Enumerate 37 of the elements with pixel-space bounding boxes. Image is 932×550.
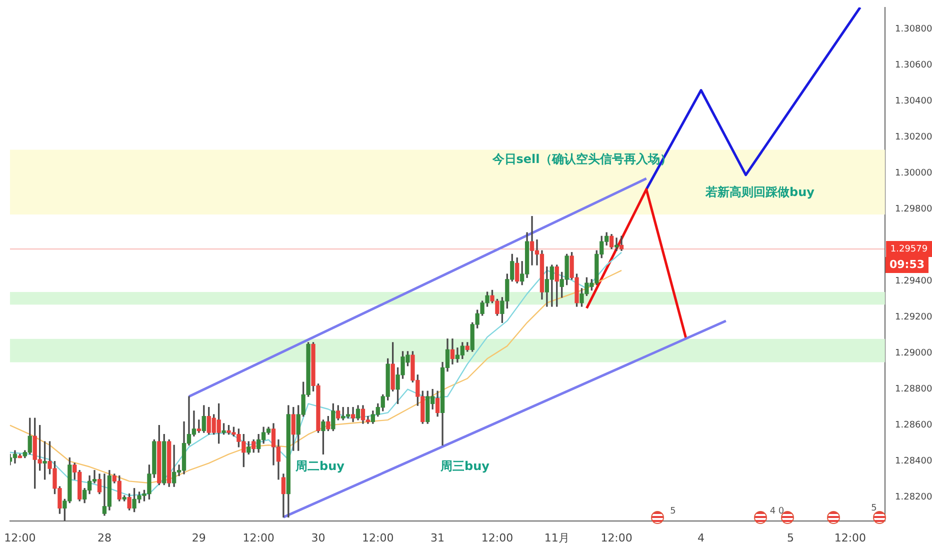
candlestick — [614, 238, 619, 251]
x-tick-label: 12:00 — [242, 531, 274, 544]
y-tick-label: 1.29000 — [895, 348, 932, 359]
x-tick-label: 31 — [430, 531, 445, 544]
y-tick-label: 1.30200 — [895, 132, 932, 142]
x-tick-label: 12:00 — [481, 531, 514, 544]
annotation: 若新高则回踩做buy — [704, 185, 815, 200]
y-tick-label: 1.29800 — [895, 204, 932, 214]
x-tick-label: 12:00 — [600, 531, 632, 544]
y-tick-label: 1.28400 — [895, 456, 932, 467]
y-tick-label: 1.30600 — [895, 60, 932, 70]
annotation: 5 — [670, 506, 676, 516]
ref-line-label: 1.29579 — [890, 244, 928, 254]
y-tick-label: 1.29400 — [895, 276, 932, 287]
x-tick-label: 12:00 — [362, 531, 394, 544]
x-tick-label: 28 — [97, 531, 112, 544]
x-tick-label: 4 — [698, 531, 705, 544]
candlestick — [196, 420, 201, 433]
annotation: 5 — [871, 503, 877, 514]
annotation: 周二buy — [294, 459, 345, 474]
annotation: 今日sell（确认空头信号再入场） — [491, 152, 672, 166]
y-tick-label: 1.28600 — [895, 420, 932, 431]
y-tick-label: 1.28200 — [895, 492, 932, 503]
annotation: 周三buy — [440, 459, 490, 474]
y-tick-label: 1.30400 — [895, 96, 932, 106]
text: 09:53 — [889, 258, 925, 271]
annotation: 4 0 — [770, 506, 784, 516]
y-tick-label: 1.29200 — [895, 312, 932, 323]
y-tick-label: 1.28800 — [895, 384, 932, 395]
x-tick-label: 30 — [311, 531, 326, 544]
x-tick-label: 5 — [787, 531, 794, 544]
x-tick-label: 12:00 — [834, 531, 866, 544]
x-tick-label: 29 — [192, 531, 206, 544]
x-tick-label: 11月 — [544, 531, 570, 544]
y-tick-label: 1.30800 — [895, 24, 932, 34]
y-tick-label: 1.30000 — [895, 168, 932, 178]
x-tick-label: 12:00 — [4, 531, 36, 544]
